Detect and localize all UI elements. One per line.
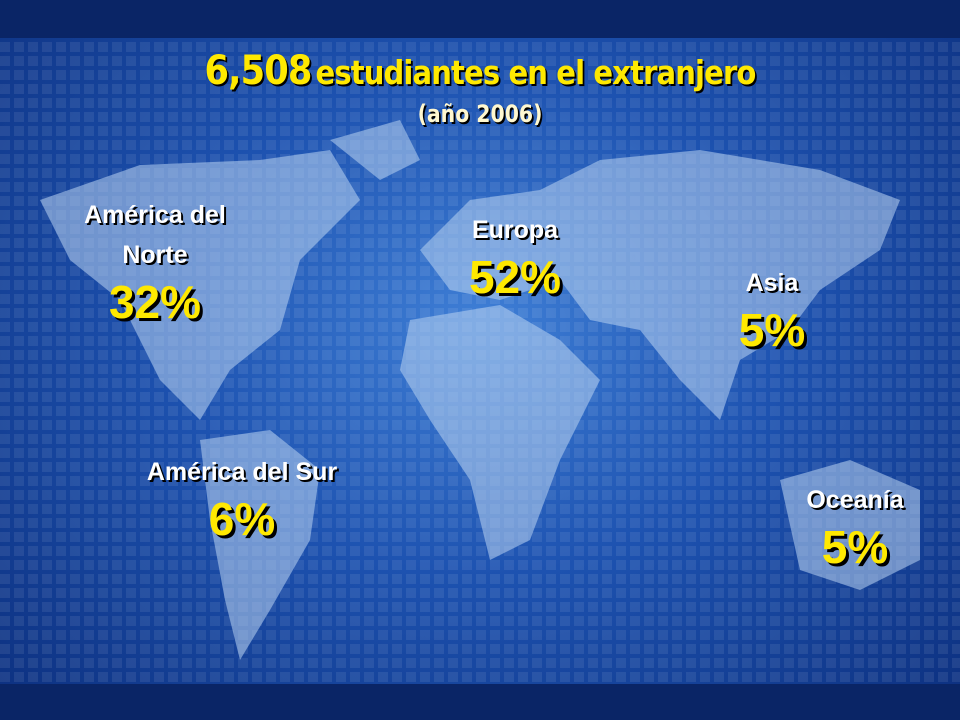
- region-label: Oceanía: [806, 486, 904, 514]
- region-label: Europa: [471, 216, 559, 244]
- title: 6,508 estudiantes en el extranjero: [58, 48, 903, 94]
- student-count: 6,508: [204, 48, 313, 94]
- region-share: 5%: [821, 521, 889, 573]
- subtitle: (año 2006): [417, 100, 543, 128]
- region-label: América del Sur: [146, 458, 338, 486]
- region-label: Norte: [122, 241, 188, 269]
- region-label: América del: [84, 201, 226, 229]
- region: Europa 52%: [375, 210, 655, 304]
- region-share: 32%: [108, 276, 202, 328]
- region-share: 52%: [468, 251, 562, 303]
- region-share: 5%: [738, 304, 806, 356]
- region: Asia 5%: [632, 263, 912, 357]
- region-share: 6%: [208, 493, 276, 545]
- region: América del Norte 32%: [15, 195, 295, 329]
- region-label: Asia: [745, 269, 799, 297]
- bottom-bar: [0, 684, 960, 720]
- title-text: estudiantes en el extranjero: [315, 53, 757, 92]
- region: Oceanía 5%: [715, 480, 960, 574]
- top-bar: [0, 0, 960, 38]
- region: América del Sur 6%: [102, 452, 382, 546]
